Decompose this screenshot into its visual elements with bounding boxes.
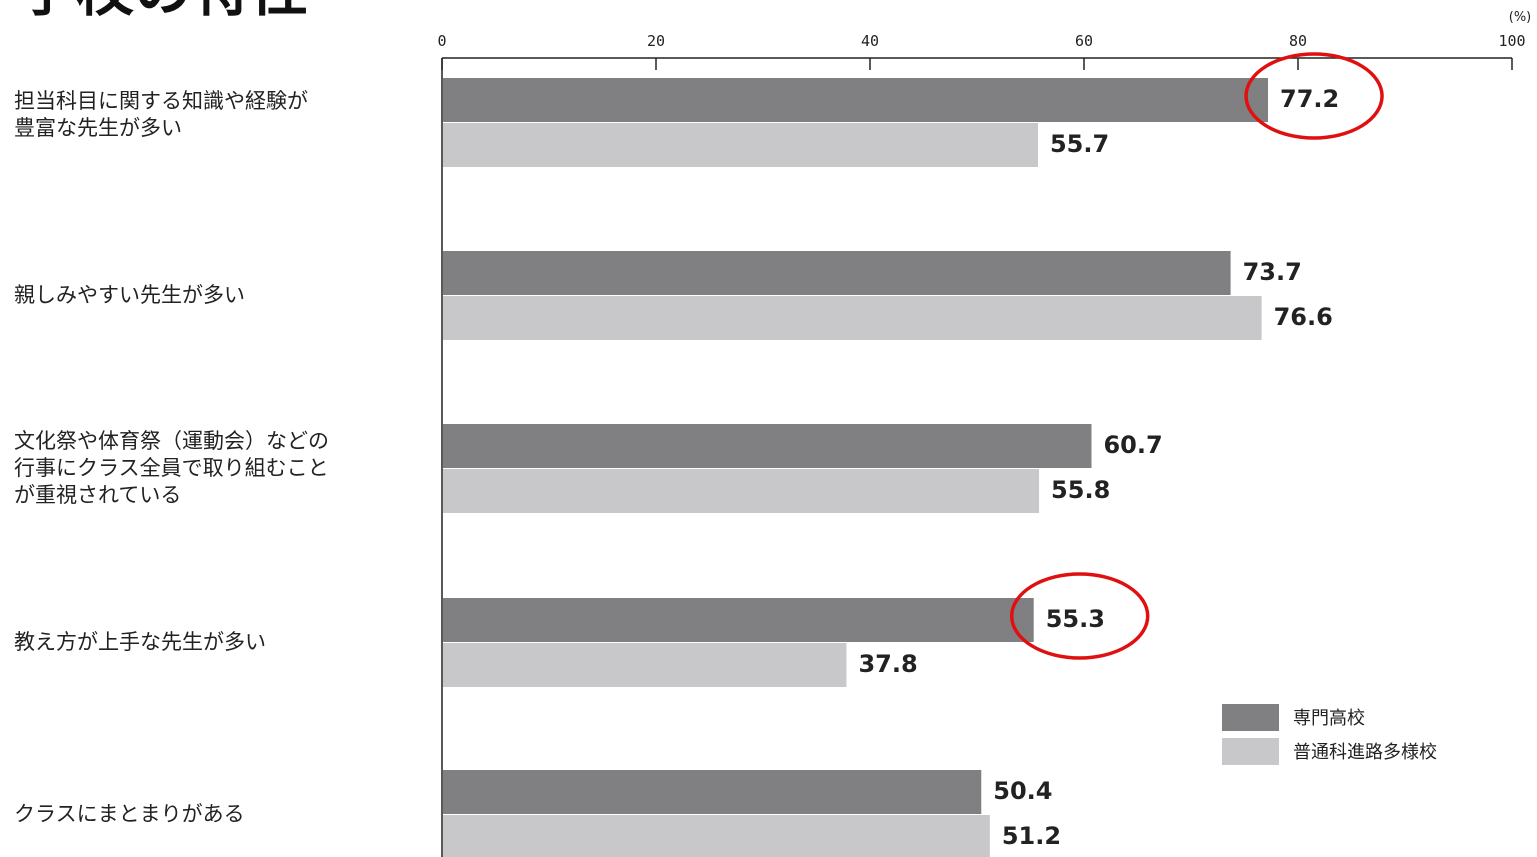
x-tick-label-60: 60 [1075,32,1093,50]
page-title: 学校の特性 [18,0,308,20]
value-label-futsuka-2: 55.8 [1051,476,1110,504]
legend: 専門高校 普通科進路多様校 [1222,703,1437,771]
legend-label-futsuka: 普通科進路多様校 [1293,742,1437,763]
legend-item-senmon: 専門高校 [1222,703,1437,731]
highlight-circle-1 [1009,572,1150,660]
bar-futsuka-3 [443,643,847,687]
x-tick-label-0: 0 [437,32,446,50]
category-label-1: 親しみやすい先生が多い [14,282,424,309]
category-label-line: クラスにまとまりがある [14,801,245,826]
bar-futsuka-4 [443,815,990,857]
x-tick-label-20: 20 [647,32,665,50]
value-label-senmon-2: 60.7 [1103,431,1162,459]
bar-senmon-1 [443,251,1231,295]
x-tick-label-100: 100 [1498,32,1525,50]
value-label-senmon-1: 73.7 [1243,258,1302,286]
category-label-line: 豊富な先生が多い [14,116,182,140]
category-label-2: 文化祭や体育祭（運動会）などの 行事にクラス全員で取り組むこと が重視されている [14,428,424,509]
category-label-3: 教え方が上手な先生が多い [14,629,424,656]
bar-futsuka-2 [443,469,1040,513]
category-label-line: 行事にクラス全員で取り組むこと [14,455,329,480]
highlight-circle-0 [1244,52,1384,140]
bar-senmon-2 [443,424,1092,468]
unit-label: (%) [1509,10,1532,25]
legend-swatch-futsuka [1222,737,1279,765]
category-label-line: 文化祭や体育祭（運動会）などの [14,428,329,453]
value-label-futsuka-4: 51.2 [1002,822,1061,850]
value-label-futsuka-0: 55.7 [1050,130,1109,158]
bar-senmon-3 [443,598,1034,642]
value-label-senmon-0: 77.2 [1280,85,1339,113]
bar-futsuka-1 [443,296,1262,340]
value-label-senmon-4: 50.4 [993,777,1052,805]
category-label-0: 担当科目に関する知識や経験が 豊富な先生が多い [14,88,424,142]
category-label-line: 親しみやすい先生が多い [14,282,245,307]
value-label-senmon-3: 55.3 [1046,605,1105,633]
legend-label-senmon: 専門高校 [1293,708,1365,729]
category-label-4: クラスにまとまりがある [14,801,424,828]
value-label-futsuka-1: 76.6 [1274,303,1333,331]
category-label-line: が重視されている [14,482,182,507]
bar-senmon-4 [443,770,982,814]
legend-swatch-senmon [1222,703,1279,731]
legend-item-futsuka: 普通科進路多様校 [1222,737,1437,765]
value-label-futsuka-3: 37.8 [858,650,917,678]
x-tick-label-40: 40 [861,32,879,50]
category-label-line: 教え方が上手な先生が多い [14,629,266,654]
category-label-line: 担当科目に関する知識や経験が [14,89,308,113]
bar-senmon-0 [443,78,1269,122]
x-tick-label-80: 80 [1289,32,1307,50]
bar-futsuka-0 [443,123,1038,167]
